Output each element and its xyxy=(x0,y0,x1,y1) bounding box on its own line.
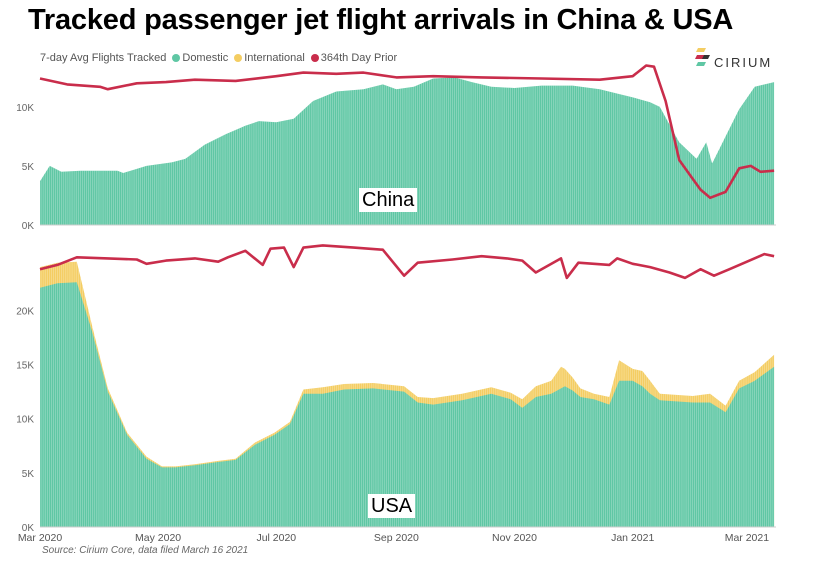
legend-dot-domestic xyxy=(172,54,181,62)
china-domestic-area xyxy=(40,77,775,226)
legend-item-international[interactable]: International xyxy=(234,52,305,64)
chart-title: Tracked passenger jet flight arrivals in… xyxy=(28,4,734,36)
legend-title: 7-day Avg Flights Tracked xyxy=(40,52,167,64)
x-tick-label: Mar 2021 xyxy=(725,532,770,544)
legend-label-prior: 364th Day Prior xyxy=(320,52,398,64)
legend-dot-international xyxy=(234,54,243,62)
legend-item-prior[interactable]: 364th Day Prior xyxy=(310,52,398,64)
legend-label-domestic: Domestic xyxy=(182,52,229,64)
x-tick-label: Mar 2020 xyxy=(18,532,63,544)
x-tick-label: May 2020 xyxy=(135,532,181,544)
usa-y-tick-label: 0K xyxy=(22,523,35,534)
legend-item-domestic[interactable]: Domestic xyxy=(172,52,228,64)
legend: 7-day Avg Flights Tracked Domestic Inter… xyxy=(40,52,401,64)
usa-panel: 0K 5K 10K 15K 20K Mar 2020 May 2020 Jul 2020 Sep… xyxy=(16,244,776,544)
china-y-tick-label: 10K xyxy=(16,103,34,114)
usa-domestic-area xyxy=(40,282,775,527)
usa-y-tick-label: 5K xyxy=(22,469,35,480)
x-tick-label: Jan 2021 xyxy=(611,532,654,544)
source-note: Source: Cirium Core, data filed March 16… xyxy=(42,545,249,556)
x-tick-label: Sep 2020 xyxy=(374,532,419,544)
usa-panel-label: USA xyxy=(368,494,416,518)
china-panel-label: China xyxy=(359,188,418,212)
china-prior-year-line xyxy=(39,64,775,200)
cirium-logo-icon xyxy=(695,48,710,66)
usa-daily-bars xyxy=(39,261,775,527)
usa-y-tick-label: 15K xyxy=(16,361,34,372)
legend-dot-prior xyxy=(310,54,319,62)
x-tick-label: Nov 2020 xyxy=(492,532,537,544)
x-tick-label: Jul 2020 xyxy=(256,532,296,544)
usa-y-tick-label: 20K xyxy=(16,306,34,317)
china-panel: 0K 5K 10K xyxy=(16,64,776,232)
usa-prior-year-line xyxy=(39,244,775,280)
china-y-tick-label: 5K xyxy=(22,162,35,173)
usa-y-tick-label: 10K xyxy=(16,415,34,426)
logo-text: CIRIUM xyxy=(714,55,773,70)
china-y-tick-label: 0K xyxy=(22,221,35,232)
legend-label-international: International xyxy=(244,52,305,64)
